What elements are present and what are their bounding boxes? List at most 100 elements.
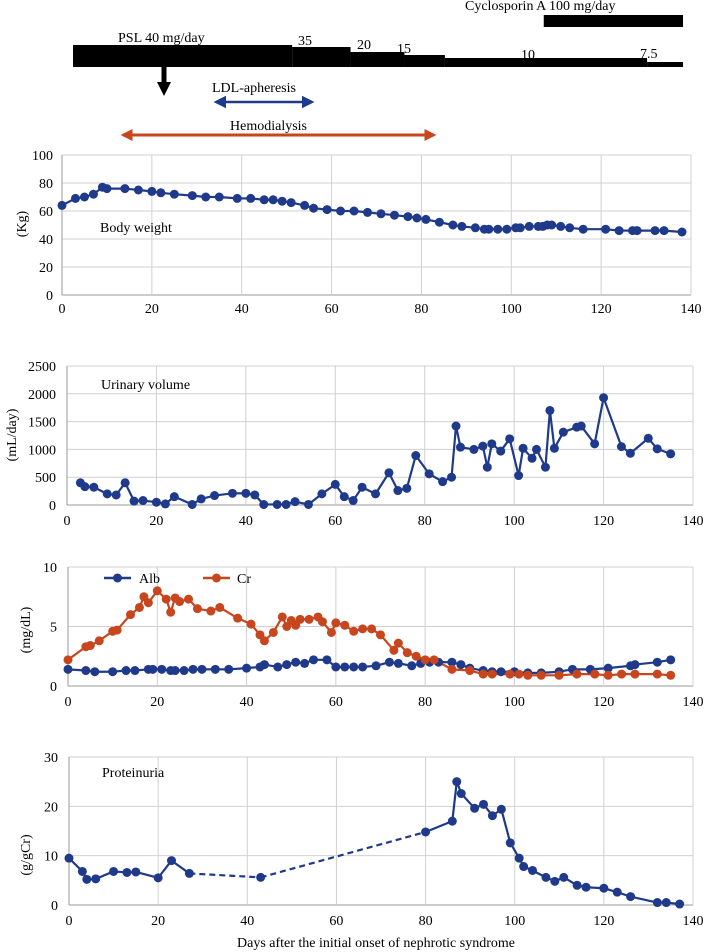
data-point: [447, 816, 457, 826]
data-point: [358, 662, 368, 672]
data-point: [643, 433, 653, 443]
data-point: [547, 220, 557, 230]
data-point: [281, 499, 291, 509]
x-tick-label: 140: [683, 914, 704, 929]
data-point: [170, 666, 180, 676]
data-point: [233, 613, 243, 623]
proteinuria-y-label: (g/gCr): [19, 834, 34, 876]
data-point: [197, 664, 207, 674]
data-point: [290, 497, 300, 507]
data-point: [94, 636, 104, 646]
data-point: [403, 212, 413, 222]
x-tick-label: 80: [418, 514, 432, 529]
body-weight-title: Body weight: [100, 221, 172, 236]
x-axis-title: Days after the initial onset of nephroti…: [237, 936, 515, 951]
y-tick-label: 20: [39, 261, 53, 276]
data-point: [666, 449, 676, 459]
series-segment: [450, 425, 458, 478]
data-point: [89, 482, 99, 492]
data-point: [514, 669, 524, 679]
data-point: [451, 421, 461, 431]
y-tick-label: 1500: [28, 416, 56, 431]
legend-alb-marker: [113, 573, 122, 583]
series-segment: [548, 410, 556, 449]
data-point: [138, 496, 148, 506]
data-point: [63, 655, 73, 665]
series-segment: [451, 781, 458, 822]
x-tick-label: 0: [65, 695, 72, 710]
data-point: [389, 210, 399, 220]
data-point: [300, 200, 310, 210]
data-point: [434, 217, 444, 227]
data-point: [470, 803, 480, 813]
x-tick-label: 120: [593, 514, 614, 529]
x-tick-label: 60: [329, 914, 343, 929]
data-point: [224, 664, 234, 674]
psl-dose-35-label: 35: [298, 34, 312, 49]
series-segment: [425, 820, 453, 834]
data-point: [112, 625, 122, 635]
x-tick-label: 120: [593, 695, 614, 710]
data-point: [272, 499, 282, 509]
data-point: [659, 226, 669, 236]
data-point: [612, 887, 622, 897]
series-segment: [517, 448, 525, 476]
data-point: [242, 663, 252, 673]
y-tick-label: 40: [39, 233, 53, 248]
body-weight-tick-labels: 0 20 40 60 80 100 0 20 40 60 80 100 120 140: [32, 149, 702, 317]
data-point: [572, 669, 582, 679]
data-point: [300, 658, 310, 668]
x-tick-label: 20: [151, 914, 165, 929]
data-point: [630, 669, 640, 679]
x-tick-label: 120: [591, 302, 612, 317]
data-point: [661, 898, 671, 908]
data-point: [402, 483, 412, 493]
cyclosporin-label: Cyclosporin A 100 mg/day: [465, 0, 616, 14]
x-tick-label: 40: [235, 302, 249, 317]
legend-cr-marker: [212, 573, 221, 583]
hemodialysis-label: Hemodialysis: [230, 119, 307, 134]
data-point: [122, 867, 132, 877]
data-point: [487, 811, 497, 821]
data-point: [349, 626, 359, 636]
data-point: [455, 442, 465, 452]
y-tick-label: 0: [46, 289, 53, 304]
urinary-volume-chart: 0 500 1000 1500 2000 2500 0 20 40 60 80 100 120 140 U…: [5, 360, 704, 529]
data-point: [523, 670, 533, 680]
data-point: [438, 477, 448, 487]
series-segment: [500, 809, 512, 844]
data-point: [420, 655, 430, 665]
data-point: [322, 655, 332, 665]
y-tick-label: 0: [51, 899, 58, 914]
ldl-apheresis-label: LDL-apheresis: [212, 81, 296, 96]
data-point: [80, 482, 90, 492]
x-tick-label: 40: [240, 914, 254, 929]
psl-bar-35: [292, 47, 351, 67]
data-point: [187, 499, 197, 509]
data-point: [206, 606, 216, 616]
data-point: [357, 482, 367, 492]
data-point: [540, 462, 550, 472]
data-point: [91, 874, 101, 884]
y-tick-label: 60: [39, 205, 53, 220]
data-point: [514, 471, 524, 481]
data-point: [184, 594, 194, 604]
data-point: [109, 866, 119, 876]
data-point: [268, 627, 278, 637]
legend-cr-label: Cr: [237, 572, 251, 587]
y-tick-label: 10: [44, 850, 58, 865]
psl-dose-label: PSL 40 mg/day: [118, 31, 205, 46]
x-tick-label: 80: [414, 302, 428, 317]
data-point: [447, 472, 457, 482]
data-point: [166, 607, 176, 617]
start-arrow-icon: [157, 67, 171, 96]
y-tick-label: 0: [49, 499, 56, 514]
data-point: [64, 853, 74, 863]
data-point: [393, 486, 403, 496]
data-point: [175, 597, 185, 607]
proteinuria-title: Proteinuria: [102, 766, 165, 781]
data-point: [196, 494, 206, 504]
series-segment: [544, 410, 552, 468]
